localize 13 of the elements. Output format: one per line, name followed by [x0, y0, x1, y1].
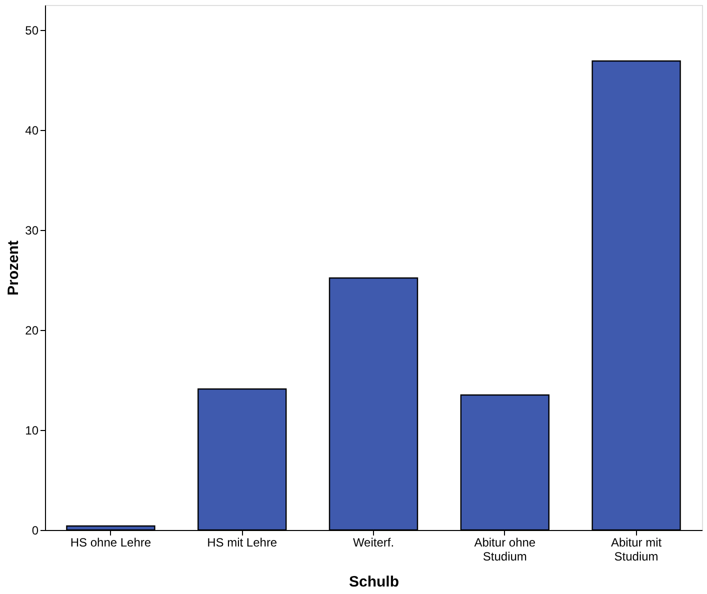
x-tick-label: HS ohne Lehre — [70, 536, 152, 550]
y-tick-label: 40 — [25, 124, 39, 138]
x-axis-title: Schulb — [348, 574, 400, 590]
y-tick-label: 20 — [25, 324, 39, 338]
x-tick-label: Abitur ohne Studium — [474, 536, 536, 564]
x-tick-label: Abitur mit Studium — [610, 536, 662, 564]
y-tick-label: 10 — [25, 424, 39, 438]
y-axis-title: Prozent — [5, 240, 22, 296]
y-tick-label: 30 — [25, 224, 39, 238]
x-tick-label: HS mit Lehre — [207, 536, 278, 550]
y-tick-label: 50 — [25, 24, 39, 38]
y-tick-label: 0 — [32, 524, 39, 538]
x-tick-label: Weiterf. — [352, 536, 394, 550]
